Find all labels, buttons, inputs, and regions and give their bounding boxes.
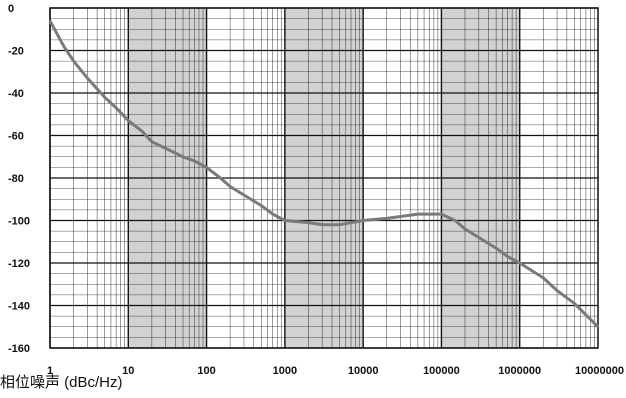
x-tick-label: 1000	[273, 365, 297, 377]
data-point	[103, 96, 106, 99]
data-point	[193, 160, 196, 162]
data-point	[86, 77, 89, 79]
x-tick-label: 1	[47, 365, 53, 377]
data-point	[164, 147, 167, 150]
data-point	[219, 177, 222, 179]
x-tick-label: 10000000	[575, 365, 624, 377]
data-point	[542, 277, 545, 279]
x-tick-label: 100000	[423, 365, 460, 377]
y-tick-label: -140	[8, 301, 30, 313]
y-tick-label: -40	[8, 88, 24, 100]
data-point	[321, 223, 324, 226]
data-point	[271, 213, 274, 215]
data-point	[229, 185, 231, 188]
data-point	[260, 204, 263, 207]
x-tick-labels: 1 10 100 1000 10000 100000 1000000 10000000	[47, 365, 624, 377]
y-tick-labels: 0 -20 -40 -60 -80 -100 -120 -140 -160	[8, 3, 30, 355]
data-point	[284, 219, 286, 222]
data-point	[597, 325, 599, 328]
data-point	[556, 289, 558, 292]
data-point	[49, 19, 51, 22]
data-point	[495, 247, 497, 249]
x-tick-label: 10000	[348, 365, 379, 377]
plot-border	[49, 7, 599, 349]
x-tick-label: 100	[197, 365, 215, 377]
phase-noise-series-line	[48, 20, 600, 328]
data-point	[454, 219, 457, 222]
y-tick-label: -80	[8, 173, 24, 185]
y-axis-label: 相位噪声 (dBc/Hz)	[0, 373, 123, 391]
data-point	[518, 262, 521, 264]
y-tick-label: 0	[8, 3, 14, 15]
data-point	[307, 221, 310, 224]
data-point	[385, 217, 388, 220]
data-point	[338, 223, 341, 226]
data-point	[127, 119, 130, 122]
data-point	[205, 166, 208, 169]
data-point	[362, 219, 364, 222]
data-point	[417, 213, 419, 215]
y-tick-label: -100	[8, 216, 30, 228]
y-tick-label: -120	[8, 258, 30, 270]
y-tick-label: -60	[8, 131, 24, 143]
data-point	[573, 302, 576, 305]
data-point	[440, 213, 443, 215]
y-tick-label: -20	[8, 46, 24, 58]
data-point	[243, 194, 245, 196]
data-point	[72, 60, 75, 62]
x-tick-label: 1000000	[498, 365, 541, 377]
data-point	[62, 45, 65, 48]
data-point	[506, 255, 509, 258]
data-point	[182, 155, 184, 158]
x-tick-label: 10	[122, 365, 134, 377]
data-point	[141, 130, 143, 133]
data-point	[464, 228, 466, 230]
data-point	[115, 107, 117, 109]
y-tick-label: -160	[8, 343, 30, 355]
data-point	[151, 141, 153, 143]
data-point	[477, 236, 480, 239]
